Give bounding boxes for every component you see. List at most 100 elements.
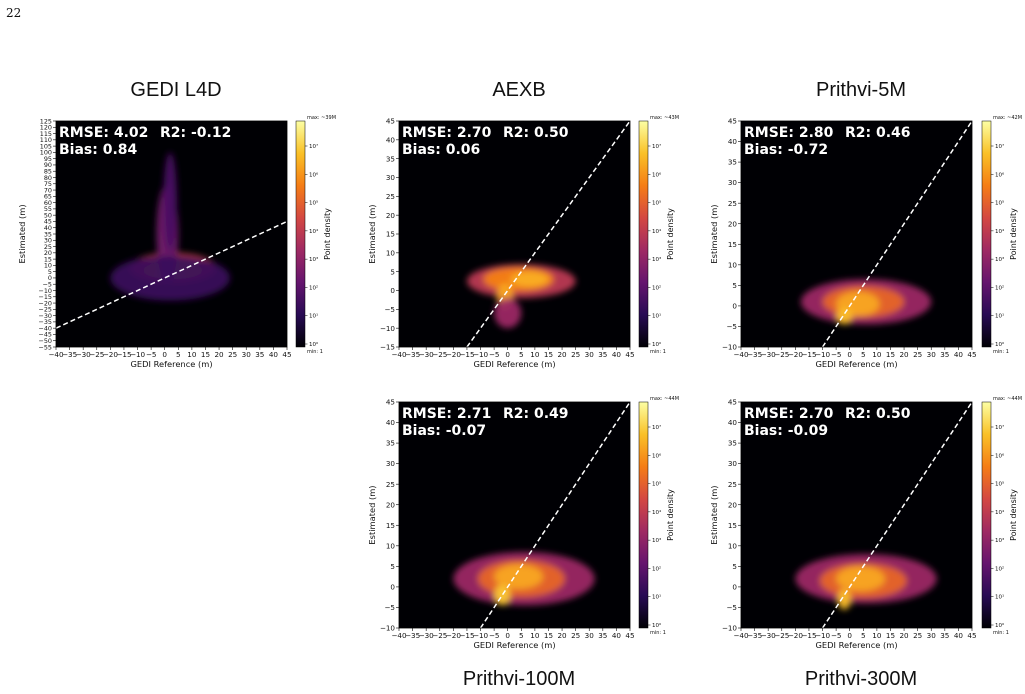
y-tick-label: 30 [728,459,738,468]
x-tick-label: 10 [530,631,540,640]
y-tick-label: 55 [44,205,52,213]
x-axis-label: GEDI Reference (m) [815,640,897,650]
y-tick-label: 60 [44,199,52,207]
colorbar-tick-label: 10³ [652,256,661,263]
x-tick-label: 10 [530,350,540,359]
x-tick-label: 0 [505,350,510,359]
x-tick-label: −10 [815,350,831,359]
x-tick-label: 45 [967,350,976,359]
colorbar-tick-label: 10⁶ [995,452,1005,459]
colorbar-tick-label: 10⁴ [652,228,662,235]
x-tick-label: −10 [473,350,489,359]
y-axis-label: Estimated (m) [367,485,377,544]
panel-title-prithvi-300m: Prithvi-300M [804,668,918,690]
r2-label: R2: 0.50 [845,406,911,422]
y-tick-label: 10 [728,260,738,269]
y-tick-label: 10 [386,248,396,257]
density-blur-group [110,152,230,301]
x-tick-label: −15 [801,350,816,359]
x-tick-label: −25 [432,350,447,359]
colorbar-tick-label: 10⁷ [309,143,318,150]
y-tick-label: 20 [728,219,738,228]
density-layer [795,402,972,628]
x-axis-label: GEDI Reference (m) [473,359,555,369]
y-tick-label: −35 [39,318,53,326]
bias-label: Bias: -0.72 [744,142,828,158]
y-tick-label: 20 [44,249,52,257]
colorbar-max-label: max: ~44M [650,396,679,402]
x-tick-label: −30 [76,350,92,359]
x-tick-label: 20 [899,350,909,359]
y-tick-label: 125 [40,117,52,125]
density-blob-4 [163,152,177,253]
x-tick-label: 15 [544,631,553,640]
colorbar-tick-label: 10⁴ [995,228,1005,235]
colorbar [981,120,992,348]
y-tick-label: 40 [728,137,738,146]
x-tick-label: 0 [162,350,167,359]
rmse-label: RMSE: 2.70 [744,406,834,422]
y-tick-label: −10 [380,324,396,333]
colorbar-tick-label: 10⁴ [309,228,319,235]
y-tick-label: 50 [44,211,52,219]
x-tick-label: 15 [886,350,895,359]
r2-label: R2: 0.49 [503,406,569,422]
x-tick-label: 10 [187,350,197,359]
y-tick-label: 5 [732,562,737,571]
x-tick-label: −10 [130,350,146,359]
r2-label: R2: -0.12 [160,125,231,141]
y-tick-label: −50 [39,337,53,345]
x-axis-label: GEDI Reference (m) [473,640,555,650]
y-tick-label: 20 [386,211,396,220]
x-tick-label: 5 [861,350,866,359]
reference-line-y-equals-x [56,220,287,329]
panel-title-prithvi-5m: Prithvi-5M [815,79,906,101]
colorbar-tick-label: 10⁰ [309,341,319,348]
x-tick-label: 30 [585,350,595,359]
colorbar-label: Point density [666,489,675,541]
y-tick-label: 70 [44,186,52,194]
y-tick-label: 40 [728,418,738,427]
y-tick-label: −20 [39,299,53,307]
y-tick-label: 20 [386,500,396,509]
x-tick-label: 5 [861,631,866,640]
bias-label: Bias: 0.06 [402,142,480,158]
y-tick-label: −10 [722,343,738,352]
x-tick-label: 40 [612,631,622,640]
x-tick-label: 25 [913,350,922,359]
colorbar-tick-label: 10¹ [995,594,1004,601]
colorbar-tick-label: 10⁰ [995,341,1005,348]
colorbar-tick-label: 10⁶ [995,171,1005,178]
x-tick-label: 0 [847,631,852,640]
plot-frame [740,401,973,629]
colorbar-tick-label: 10² [652,565,661,572]
y-tick-label: 95 [44,155,52,163]
colorbar [638,401,649,629]
panel-title-gedi-l4d: GEDI L4D [130,79,222,101]
y-tick-label: −15 [39,293,53,301]
x-tick-label: 5 [519,631,524,640]
y-tick-label: 30 [728,178,738,187]
y-tick-label: −30 [39,312,53,320]
density-blur-group [453,551,595,606]
y-tick-label: 110 [40,136,52,144]
y-tick-label: 120 [40,124,52,132]
x-tick-label: 30 [927,350,937,359]
y-tick-label: 25 [386,480,395,489]
y-tick-label: −10 [380,624,396,633]
x-tick-label: −15 [459,350,474,359]
colorbar-tick-label: 10² [995,565,1004,572]
colorbar-tick-label: 10⁴ [652,509,662,516]
panel-title-aexb: AEXB [492,79,546,101]
y-axis-label: Estimated (m) [709,204,719,263]
colorbar-label: Point density [666,208,675,260]
colorbar-tick-label: 10⁵ [652,481,661,488]
x-tick-label: −25 [774,350,789,359]
colorbar-tick-label: 10¹ [309,313,318,320]
x-tick-label: 10 [872,631,882,640]
density-blob-2 [836,566,886,592]
colorbar-tick-label: 10⁷ [995,143,1004,150]
y-tick-label: −10 [39,287,53,295]
colorbar-tick-label: 10⁶ [309,171,319,178]
x-tick-label: 10 [872,350,882,359]
